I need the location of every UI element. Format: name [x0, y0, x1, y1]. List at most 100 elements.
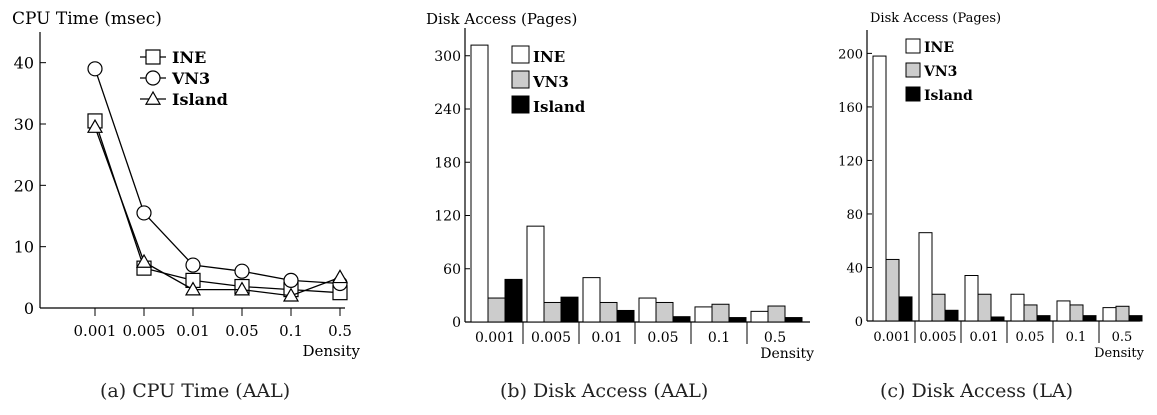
- chart-b-bar-vn3: [655, 301, 674, 323]
- chart-a-series-line: [94, 68, 341, 285]
- chart-c-bar-vn3: [885, 258, 900, 322]
- chart-c-bar-ine: [1056, 300, 1071, 322]
- chart-a-data-point: [87, 61, 103, 77]
- chart-b-legend-swatch: [511, 95, 530, 114]
- chart-a-y-tick-label: 40: [14, 54, 34, 73]
- chart-c-bar-ine: [1010, 293, 1025, 322]
- chart-b: Disk Access (Pages) 0 60 120 180 240 300 0.001 0…: [400, 0, 820, 378]
- chart-b-y-tick-label: 120: [434, 209, 461, 225]
- chart-a-series-island: [86, 118, 349, 302]
- chart-b-x-tick-label: 0.1: [708, 330, 730, 346]
- chart-a-caption: (a) CPU Time (AAL): [100, 380, 291, 402]
- chart-c-svg: Disk Access (Pages) 0 40 80 120 160 200 0.001 0.…: [838, 11, 1145, 361]
- chart-b-bar-island: [672, 316, 691, 323]
- chart-c-legend-label: Island: [924, 88, 973, 104]
- chart-a-y-tick-label: 0: [24, 299, 34, 318]
- chart-a-data-point: [233, 281, 251, 296]
- chart-c-bar-vn3: [1115, 305, 1130, 322]
- chart-c-legend-swatch: [905, 38, 921, 54]
- chart-c-x-tick-label: 0.005: [919, 330, 956, 345]
- chart-c-bar-ine: [1102, 307, 1117, 322]
- chart-b-bar-ine: [694, 306, 713, 323]
- chart-b-y-tick-label: 240: [434, 102, 461, 118]
- chart-a-data-point: [136, 205, 152, 221]
- chart-a-legend-label: Island: [172, 90, 228, 109]
- chart-a-title: CPU Time (msec): [12, 9, 162, 29]
- chart-c-bar-vn3: [1023, 304, 1038, 322]
- chart-c-x-tick-label: 0.1: [1066, 330, 1087, 345]
- chart-c-y-tick-label: 0: [855, 315, 863, 330]
- chart-c-legend-swatch: [905, 86, 921, 102]
- chart-c-title: Disk Access (Pages): [870, 11, 1001, 26]
- chart-c-bar-vn3: [977, 293, 992, 322]
- chart-c: Disk Access (Pages) 0 40 80 120 160 200 0.001 0.…: [820, 0, 1157, 378]
- chart-b-bar-island: [616, 309, 635, 323]
- chart-a-y-tick-label: 10: [14, 238, 34, 257]
- chart-a-svg: CPU Time (msec) 0 10 20 30 40 0.001 0.005 0.01 0.…: [12, 9, 361, 360]
- chart-b-y-tick-label: 300: [434, 49, 461, 65]
- chart-a-series-line: [94, 126, 341, 297]
- chart-b-x-tick-label: 0.01: [591, 330, 622, 346]
- chart-c-bar-island: [1128, 315, 1143, 322]
- chart-c-x-tick-label: 0.05: [1016, 330, 1045, 345]
- chart-a-legend-label: INE: [172, 48, 206, 67]
- chart-c-y-tick-label: 160: [838, 101, 863, 116]
- chart-a-x-tick-label: 0.005: [123, 322, 166, 340]
- chart-a-data-point: [282, 287, 300, 302]
- chart-b-y-tick-label: 180: [434, 155, 461, 171]
- chart-a-legend-marker: [145, 70, 161, 86]
- chart-b-legend-swatch: [511, 70, 530, 89]
- chart-c-x-tick-label: 0.001: [873, 330, 910, 345]
- chart-a-series-ine: [87, 113, 348, 301]
- chart-b-bar-island: [784, 317, 803, 323]
- chart-b-x-tick-label: 0.5: [764, 330, 786, 346]
- chart-c-bar-vn3: [1069, 304, 1084, 322]
- chart-a-x-axis-label: Density: [302, 342, 360, 360]
- chart-c-x-axis-label: Density: [1094, 346, 1145, 361]
- chart-b-legend-label: INE: [533, 48, 565, 66]
- chart-a-legend-label: VN3: [171, 69, 210, 88]
- chart-c-bar-island: [1082, 315, 1097, 322]
- chart-c-bar-vn3: [931, 293, 946, 322]
- chart-b-bar-vn3: [599, 301, 618, 323]
- chart-c-bar-ine: [872, 55, 887, 322]
- chart-b-bar-vn3: [543, 301, 562, 323]
- chart-a-data-point: [283, 272, 299, 288]
- chart-a-x-tick-label: 0.05: [225, 322, 258, 340]
- chart-a-data-point: [234, 263, 250, 279]
- chart-b-bar-ine: [526, 225, 545, 323]
- chart-c-x-tick-label: 0.5: [1112, 330, 1133, 345]
- chart-b-x-tick-label: 0.05: [647, 330, 678, 346]
- chart-b-bar-ine: [638, 297, 657, 323]
- chart-a-data-point: [331, 269, 349, 284]
- chart-c-y-tick-label: 80: [846, 208, 863, 223]
- chart-b-x-tick-label: 0.005: [531, 330, 571, 346]
- chart-b-y-tick-label: 0: [452, 315, 461, 331]
- chart-c-legend-label: VN3: [923, 64, 957, 80]
- chart-a-x-tick-label: 0.01: [176, 322, 209, 340]
- chart-c-bar-island: [898, 296, 913, 322]
- chart-c-bar-island: [944, 309, 959, 322]
- chart-b-x-axis-label: Density: [760, 346, 814, 362]
- chart-b-legend-swatch: [511, 45, 530, 64]
- chart-c-bar-island: [1036, 315, 1051, 322]
- chart-b-bar-ine: [750, 310, 769, 323]
- chart-c-y-tick-label: 40: [846, 261, 863, 276]
- chart-b-bar-vn3: [487, 297, 506, 323]
- chart-c-x-tick-label: 0.01: [970, 330, 999, 345]
- chart-b-y-tick-label: 60: [443, 262, 461, 278]
- chart-a-series-line: [94, 120, 341, 294]
- chart-b-bar-ine: [582, 277, 601, 323]
- chart-b-title: Disk Access (Pages): [426, 10, 577, 28]
- chart-b-bar-vn3: [767, 305, 786, 323]
- chart-c-caption: (c) Disk Access (LA): [880, 380, 1074, 402]
- chart-b-bar-island: [560, 296, 579, 323]
- chart-a-data-point: [86, 118, 104, 133]
- chart-a-data-point: [135, 253, 153, 268]
- chart-c-bar-ine: [918, 232, 933, 322]
- chart-c-y-tick-label: 120: [838, 154, 863, 169]
- chart-c-legend-swatch: [905, 62, 921, 78]
- chart-a-x-tick-label: 0.5: [328, 322, 352, 340]
- chart-b-x-tick-label: 0.001: [475, 330, 515, 346]
- chart-b-legend-label: Island: [533, 98, 586, 116]
